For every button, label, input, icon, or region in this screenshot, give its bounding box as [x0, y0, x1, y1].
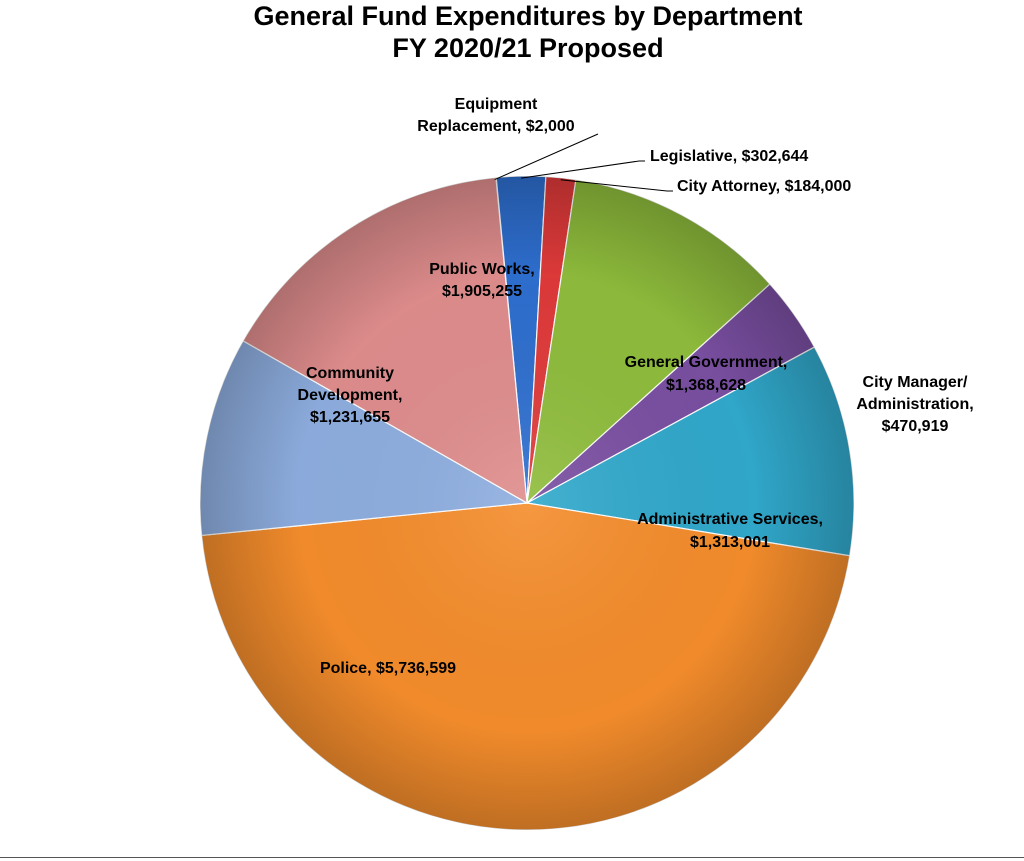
slice-label-line: Legislative, $302,644 — [650, 148, 808, 165]
slice-label-general-gov: General Government, $1,368,628 — [625, 354, 788, 394]
bottom-divider — [0, 857, 1024, 858]
slice-label-public-works: Public Works, $1,905,255 — [429, 261, 535, 300]
leader-line-equipment — [494, 133, 599, 181]
chart-title: General Fund Expenditures by Department … — [0, 0, 1024, 64]
leader-line-city-attorney — [560, 179, 673, 192]
slice-label-line: Replacement, $2,000 — [417, 118, 575, 135]
slice-label-line: Police, $5,736,599 — [320, 660, 456, 677]
chart-title-line-2: FY 2020/21 Proposed — [392, 33, 664, 63]
slice-label-police: Police, $5,736,599 — [320, 660, 456, 677]
chart-title-line-1: General Fund Expenditures by Department — [253, 1, 803, 31]
slice-label-line: Community — [306, 365, 394, 382]
slice-label-line: Administrative Services, — [637, 511, 823, 528]
slice-label-legislative: Legislative, $302,644 — [650, 148, 808, 165]
slice-label-line: $1,231,655 — [310, 409, 390, 426]
leader-line-legislative — [521, 160, 645, 179]
slice-label-line: General Government, — [625, 354, 788, 371]
slice-label-equipment: Equipment Replacement, $2,000 — [417, 96, 575, 135]
slice-label-line: $1,313,001 — [690, 534, 770, 551]
slice-label-line: $1,368,628 — [666, 377, 746, 394]
slice-label-admin-services: Administrative Services, $1,313,001 — [637, 511, 823, 551]
slice-label-line: $470,919 — [882, 418, 949, 435]
slice-label-line: City Attorney, $184,000 — [677, 178, 851, 195]
slice-label-line: Administration, — [856, 396, 973, 413]
pie-slice-police — [200, 502, 851, 831]
slice-label-city-attorney: City Attorney, $184,000 — [677, 178, 851, 195]
slice-label-line: $1,905,255 — [442, 283, 522, 300]
slice-label-line: Development, — [298, 387, 403, 404]
slice-label-line: Equipment — [455, 96, 538, 113]
slice-label-community-dev: Community Development, $1,231,655 — [298, 365, 403, 426]
slice-label-line: Public Works, — [429, 261, 535, 278]
slice-label-line: City Manager/ — [863, 374, 968, 391]
slice-label-city-manager: City Manager/Administration, $470,919 — [856, 374, 973, 435]
